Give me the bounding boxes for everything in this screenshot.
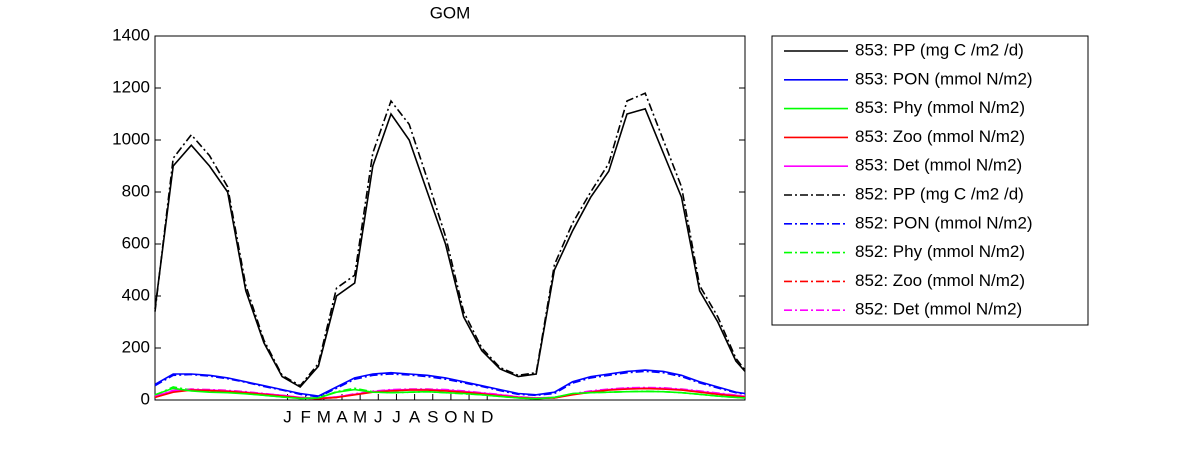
legend-label: 853: Phy (mmol N/m2) bbox=[855, 98, 1025, 117]
x-tick-label: N bbox=[463, 407, 475, 426]
series-line bbox=[154, 387, 746, 400]
legend-label: 853: PON (mmol N/m2) bbox=[855, 69, 1033, 88]
x-tick-label: S bbox=[427, 407, 438, 426]
legend-label: 853: Zoo (mmol N/m2) bbox=[855, 127, 1025, 146]
y-tick-label: 200 bbox=[122, 337, 150, 356]
y-tick-label: 400 bbox=[122, 285, 150, 304]
y-tick-label: 0 bbox=[141, 389, 150, 408]
x-tick-label: J bbox=[392, 407, 401, 426]
legend-label: 852: Phy (mmol N/m2) bbox=[855, 242, 1025, 261]
y-tick-label: 1000 bbox=[112, 129, 150, 148]
y-tick-label: 1400 bbox=[112, 25, 150, 44]
x-tick-label: O bbox=[444, 407, 457, 426]
legend-label: 852: Zoo (mmol N/m2) bbox=[855, 271, 1025, 290]
y-tick-label: 1200 bbox=[112, 77, 150, 96]
x-tick-label: D bbox=[481, 407, 493, 426]
plot-frame bbox=[154, 35, 746, 401]
x-tick-label: F bbox=[300, 407, 310, 426]
legend-label: 853: Det (mmol N/m2) bbox=[855, 156, 1022, 175]
x-tick-label: J bbox=[283, 407, 292, 426]
legend-box bbox=[771, 35, 1089, 326]
legend-label: 852: Det (mmol N/m2) bbox=[855, 300, 1022, 319]
legend-label: 852: PON (mmol N/m2) bbox=[855, 213, 1033, 232]
y-tick-label: 600 bbox=[122, 233, 150, 252]
series-line bbox=[154, 369, 746, 397]
legend-label: 853: PP (mg C /m2 /d) bbox=[855, 40, 1024, 59]
x-tick-label: A bbox=[336, 407, 348, 426]
y-tick-label: 800 bbox=[122, 181, 150, 200]
series-line bbox=[154, 387, 746, 400]
series-line bbox=[154, 107, 746, 389]
x-tick-label: M bbox=[353, 407, 367, 426]
legend-label: 852: PP (mg C /m2 /d) bbox=[855, 184, 1024, 203]
chart-title: GOM bbox=[430, 3, 471, 22]
x-tick-label: J bbox=[374, 407, 383, 426]
x-tick-label: M bbox=[317, 407, 331, 426]
x-tick-label: A bbox=[409, 407, 421, 426]
